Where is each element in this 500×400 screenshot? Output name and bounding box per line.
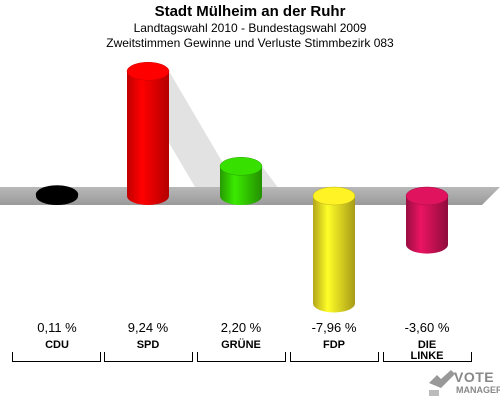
bar-cap — [126, 62, 170, 81]
party-label: GRÜNE — [221, 339, 261, 351]
value-label: -7,96 % — [311, 320, 357, 335]
value-label: 0,11 % — [37, 320, 77, 335]
party-bracket — [197, 352, 286, 362]
vote-manager-logo: VOTE MANAGER — [424, 366, 500, 400]
party-bracket — [290, 352, 379, 362]
vote-check-icon — [429, 370, 455, 396]
chart-subtitle-district: Zweitstimmen Gewinne und Verluste Stimmb… — [106, 36, 394, 50]
value-label: -3,60 % — [404, 320, 450, 335]
bar-body — [127, 71, 169, 205]
party-label: SPD — [136, 339, 160, 351]
bar-spd — [126, 62, 170, 205]
bar-cap — [35, 185, 79, 204]
bar-cap — [219, 157, 263, 176]
bar-fdp — [312, 186, 356, 313]
party-label: DIE LINKE — [410, 339, 444, 362]
bar-body — [406, 196, 448, 254]
chart-title: Stadt Mülheim an der Ruhr — [154, 3, 346, 20]
party-label: FDP — [323, 339, 345, 351]
bar-body — [220, 166, 262, 205]
chart-subtitle-election: Landtagswahl 2010 - Bundestagswahl 2009 — [133, 21, 367, 35]
party-bracket — [12, 352, 101, 362]
party-label: CDU — [45, 339, 69, 351]
chart-header: Stadt Mülheim an der Ruhr Landtagswahl 2… — [0, 0, 500, 51]
party-bracket — [104, 352, 193, 362]
bar-cap — [312, 186, 356, 206]
logo-manager-text: MANAGER — [456, 385, 500, 395]
logo-vote-text: VOTE — [454, 369, 495, 385]
value-label: 9,24 % — [127, 320, 169, 335]
bar-die-linke — [405, 186, 449, 254]
bar-cdu — [35, 185, 79, 205]
value-label: 2,20 % — [220, 320, 262, 335]
bars-group — [35, 62, 449, 313]
party-bracket — [383, 352, 472, 362]
bar-cap — [405, 186, 449, 206]
bar-gr-ne — [219, 157, 263, 205]
bar-body — [313, 196, 355, 313]
